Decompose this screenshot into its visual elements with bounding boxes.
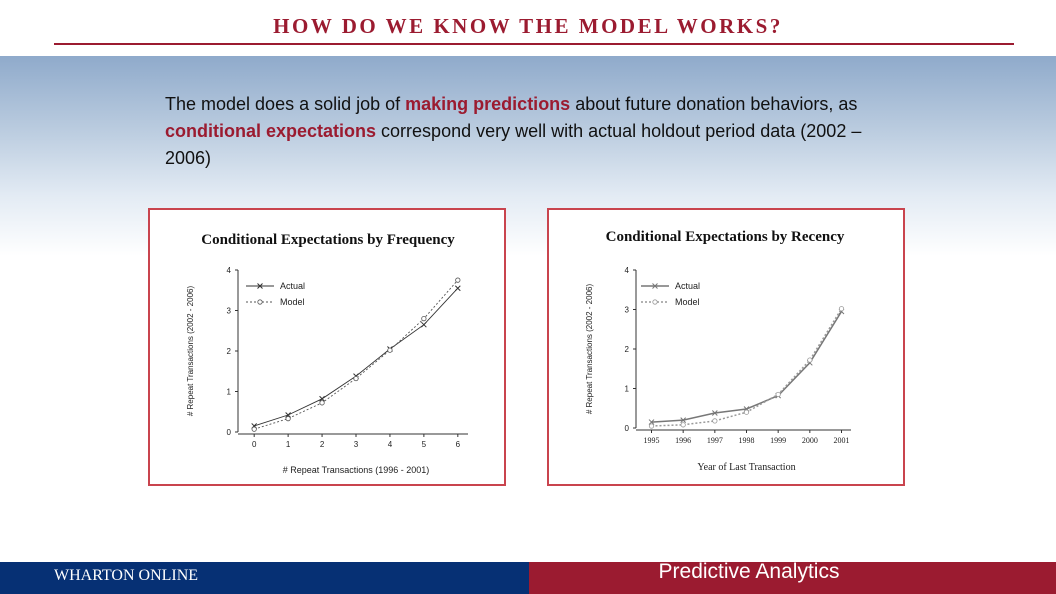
rec-x-tick-label: 1997 [707, 436, 723, 445]
rec-model-point [680, 422, 686, 428]
freq-actual-point [421, 321, 427, 328]
rec-y-tick-label: 2 [625, 345, 630, 354]
freq-title: Conditional Expectations by Frequency [201, 232, 455, 248]
rec-model-point [807, 357, 813, 363]
rec-x-tick-label: 2001 [834, 436, 850, 445]
highlight-conditional-expectations: conditional expectations [165, 121, 377, 141]
rec-x-tick-label: 1999 [770, 436, 786, 445]
freq-x-tick-label: 6 [456, 440, 461, 449]
rec-legend-actual-label: Actual [675, 281, 700, 291]
freq-legend-model-label: Model [280, 297, 305, 307]
freq-model-point [285, 416, 291, 422]
freq-y-tick-label: 1 [227, 388, 232, 397]
chart-panel-frequency: Conditional Expectations by Frequency 0 1 2… [148, 208, 506, 486]
freq-actual-point [454, 285, 461, 292]
freq-x-tick-label: 3 [354, 440, 359, 449]
rec-model-point [648, 423, 655, 429]
rec-actual-point [680, 417, 687, 423]
freq-y-tick-label: 2 [227, 347, 232, 356]
freq-model-point [353, 375, 359, 382]
frequency-chart: Conditional Expectations by Frequency 0 1 2… [186, 232, 468, 475]
freq-y-label: # Repeat Transactions (2002 - 2006) [186, 286, 195, 417]
footer-brand: WHARTON ONLINE [54, 567, 199, 584]
recency-chart: Conditional Expectations by Recency 0 1 2 3 4… [585, 229, 851, 473]
freq-x-tick-label: 1 [286, 440, 291, 449]
rec-y-tick-label: 0 [625, 424, 630, 433]
rec-legend-actual-marker [652, 283, 658, 289]
freq-legend-model-marker [257, 299, 263, 305]
rec-actual-point [711, 410, 718, 416]
slide-title: HOW DO WE KNOW THE MODEL WORKS? [273, 14, 783, 38]
rec-y-label: # Repeat Transactions (2002 - 2006) [585, 284, 594, 415]
rec-model-point [838, 306, 845, 312]
rec-x-tick-label: 2000 [802, 436, 818, 445]
footer-left-bar [0, 562, 529, 594]
rec-x-tick-label: 1996 [675, 436, 691, 445]
rec-model-point [743, 409, 750, 415]
freq-y-tick-label: 4 [227, 266, 232, 275]
title-divider [54, 43, 1014, 45]
rec-x-label: Year of Last Transaction [697, 462, 795, 473]
freq-y-tick-label: 3 [227, 307, 232, 316]
rec-y-tick-label: 3 [625, 306, 630, 315]
freq-y-tick-label: 0 [227, 428, 232, 437]
freq-legend-actual-marker [257, 283, 263, 289]
freq-x-tick-label: 5 [422, 440, 427, 449]
footer-course-title: Predictive Analytics [658, 560, 840, 583]
rec-series-actual-line [651, 311, 843, 423]
rec-legend-model-marker [652, 299, 658, 305]
intro-text-1: The model does a solid job of [165, 94, 406, 114]
rec-x-tick-label: 1995 [644, 436, 660, 445]
highlight-making-predictions: making predictions [405, 94, 571, 114]
rec-y-tick-label: 4 [625, 266, 630, 275]
freq-model-point [251, 426, 257, 432]
rec-x-tick-label: 1998 [739, 436, 755, 445]
rec-model-point [775, 391, 781, 398]
rec-legend-model-label: Model [675, 297, 700, 307]
intro-text-3: correspond very well with actual holdout… [165, 121, 862, 168]
freq-model-point [387, 347, 393, 353]
footer-right-bar [529, 562, 1056, 594]
intro-text-2: about future donation behaviors, as [570, 94, 858, 114]
rec-model-point [712, 418, 718, 424]
rec-actual-point [648, 419, 655, 425]
freq-model-point [421, 316, 427, 322]
freq-x-tick-label: 2 [320, 440, 325, 449]
rec-title: Conditional Expectations by Recency [606, 229, 845, 245]
freq-x-tick-label: 4 [388, 440, 393, 449]
freq-x-label: # Repeat Transactions (1996 - 2001) [283, 465, 430, 475]
freq-x-tick-label: 0 [252, 440, 257, 449]
chart-panel-recency: Conditional Expectations by Recency 0 1 2 3 4… [547, 208, 905, 486]
freq-model-point [455, 277, 461, 283]
freq-actual-point [319, 395, 325, 402]
freq-series-actual-line [254, 287, 459, 427]
freq-legend-actual-label: Actual [280, 281, 305, 291]
intro-paragraph: The model does a solid job of making pre… [165, 91, 905, 172]
freq-model-point [319, 400, 325, 406]
rec-y-tick-label: 1 [625, 385, 630, 394]
